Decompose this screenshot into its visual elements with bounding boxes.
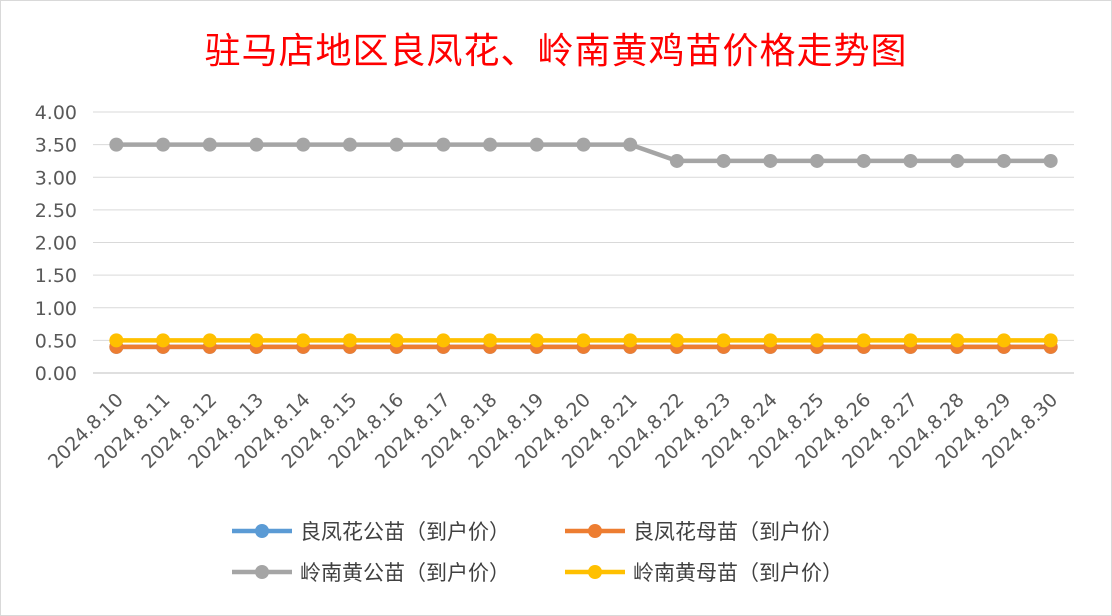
data-point (763, 153, 778, 168)
data-point (296, 333, 311, 348)
legend-marker (588, 565, 602, 579)
data-point (249, 333, 264, 348)
data-point (623, 137, 638, 152)
data-point (483, 137, 498, 152)
data-point (810, 333, 825, 348)
data-point (576, 137, 591, 152)
y-tick-label: 4.00 (35, 102, 77, 124)
chart-title: 驻马店地区良凤花、岭南黄鸡苗价格走势图 (204, 31, 908, 72)
legend-label: 岭南黄公苗（到户价） (300, 561, 510, 585)
data-point (763, 333, 778, 348)
series-4 (109, 333, 1058, 348)
data-point (669, 153, 684, 168)
data-point (856, 153, 871, 168)
legend-marker (255, 524, 269, 538)
data-point (156, 333, 171, 348)
data-point (810, 153, 825, 168)
data-point (296, 137, 311, 152)
y-tick-label: 1.00 (35, 298, 77, 320)
data-point (903, 333, 918, 348)
data-point (903, 153, 918, 168)
data-point (1043, 333, 1058, 348)
data-point (389, 333, 404, 348)
data-point (950, 153, 965, 168)
data-point (109, 137, 124, 152)
data-point (483, 333, 498, 348)
data-point (576, 333, 591, 348)
legend-item: 良凤花公苗（到户价） (232, 520, 510, 544)
data-point (342, 137, 357, 152)
data-point (342, 333, 357, 348)
data-point (950, 333, 965, 348)
legend-item: 良凤花母苗（到户价） (565, 520, 843, 544)
data-point (156, 137, 171, 152)
data-point (436, 333, 451, 348)
y-tick-label: 0.50 (35, 330, 77, 352)
legend-item: 岭南黄公苗（到户价） (232, 561, 510, 585)
y-tick-label: 2.00 (35, 233, 77, 255)
data-point (436, 137, 451, 152)
y-tick-label: 1.50 (35, 265, 77, 287)
series-3 (109, 137, 1058, 168)
y-tick-label: 2.50 (35, 200, 77, 222)
data-point (716, 153, 731, 168)
y-tick-label: 0.00 (35, 363, 77, 385)
data-point (249, 137, 264, 152)
data-point (623, 333, 638, 348)
series-layer (109, 137, 1058, 354)
data-point (389, 137, 404, 152)
data-point (996, 153, 1011, 168)
y-tick-label: 3.00 (35, 167, 77, 189)
data-point (856, 333, 871, 348)
data-point (529, 137, 544, 152)
data-point (109, 333, 124, 348)
x-axis-ticks: 2024.8.102024.8.112024.8.122024.8.132024… (44, 389, 1062, 473)
legend-marker (588, 524, 602, 538)
data-point (1043, 153, 1058, 168)
y-axis-ticks: 0.00 0.50 1.00 1.50 2.00 2.50 3.00 3.50 4.00 (35, 102, 77, 385)
data-point (996, 333, 1011, 348)
legend-label: 良凤花公苗（到户价） (300, 520, 510, 544)
data-point (529, 333, 544, 348)
legend-label: 良凤花母苗（到户价） (633, 520, 843, 544)
data-point (669, 333, 684, 348)
y-tick-label: 3.50 (35, 135, 77, 157)
legend-label: 岭南黄母苗（到户价） (633, 561, 843, 585)
data-point (202, 333, 217, 348)
data-point (716, 333, 731, 348)
legend: 良凤花公苗（到户价） 良凤花母苗（到户价） 岭南黄公苗（到户价） 岭南黄母苗（到户价） (232, 520, 843, 585)
legend-marker (255, 565, 269, 579)
data-point (202, 137, 217, 152)
legend-item: 岭南黄母苗（到户价） (565, 561, 843, 585)
